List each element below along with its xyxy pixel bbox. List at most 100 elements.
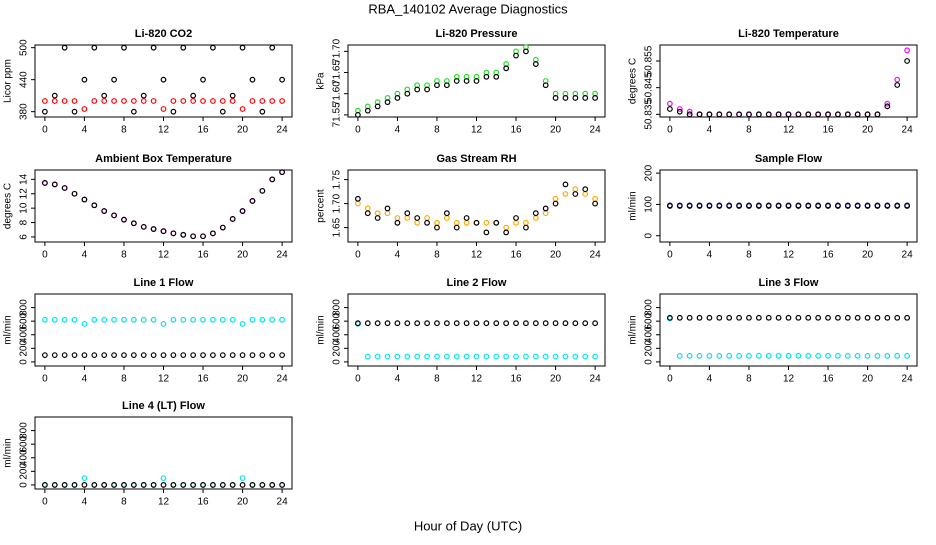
data-point — [523, 320, 529, 327]
data-point — [805, 203, 812, 209]
data-point — [424, 219, 430, 226]
data-point — [532, 215, 539, 221]
data-point — [463, 78, 470, 84]
data-point — [552, 200, 559, 207]
plot-frame — [659, 169, 918, 243]
data-point — [364, 205, 371, 212]
data-point — [755, 111, 762, 118]
data-point — [130, 108, 137, 115]
data-point — [200, 352, 206, 359]
data-point — [364, 107, 371, 114]
data-point — [716, 111, 723, 118]
data-point — [229, 482, 236, 488]
data-point — [200, 316, 206, 323]
data-point — [364, 210, 371, 217]
x-tick-label: 16 — [510, 250, 522, 261]
data-point — [71, 352, 78, 359]
data-point — [443, 215, 450, 221]
data-point — [562, 181, 569, 188]
data-point — [140, 92, 147, 99]
data-point — [894, 352, 901, 359]
x-tick-label: 24 — [902, 374, 914, 385]
data-point — [844, 111, 851, 118]
data-point — [229, 352, 236, 359]
x-tick-label: 8 — [121, 250, 127, 261]
data-point — [825, 352, 831, 359]
data-point — [414, 320, 421, 327]
data-point — [716, 314, 723, 321]
data-point — [582, 353, 589, 360]
data-point — [706, 111, 713, 118]
data-point — [239, 352, 246, 359]
data-point — [170, 98, 177, 104]
data-point — [904, 47, 911, 54]
data-point — [795, 352, 802, 359]
data-point — [582, 320, 589, 327]
x-tick-label: 4 — [82, 125, 88, 136]
y-tick-label: 400 — [19, 449, 30, 466]
data-point — [493, 320, 500, 327]
data-point — [473, 353, 480, 360]
data-point — [279, 76, 286, 83]
data-point — [249, 352, 256, 359]
y-tick-label: 0 — [644, 359, 655, 365]
data-point — [239, 106, 246, 112]
data-point — [785, 314, 792, 321]
data-point — [71, 98, 78, 104]
data-point — [170, 108, 177, 115]
data-point — [130, 316, 137, 323]
y-tick-label: 800 — [19, 422, 30, 439]
y-axis-label: ml/min — [628, 191, 639, 220]
data-point — [716, 352, 723, 359]
x-tick-label: 12 — [158, 250, 170, 261]
x-tick-label: 12 — [783, 125, 795, 136]
data-point — [41, 482, 48, 488]
data-point — [904, 58, 911, 64]
data-point — [394, 219, 401, 226]
x-tick-label: 0 — [42, 250, 48, 261]
plot-frame — [659, 293, 918, 367]
data-point — [884, 203, 891, 209]
data-point — [676, 352, 683, 359]
x-tick-label: 4 — [82, 374, 88, 385]
data-point — [81, 320, 88, 327]
data-point — [572, 186, 579, 193]
data-point — [795, 111, 802, 118]
data-point — [279, 98, 286, 104]
data-point — [41, 98, 48, 104]
data-point — [463, 353, 470, 360]
data-point — [219, 108, 226, 115]
x-tick-label: 8 — [434, 250, 440, 261]
x-axis-label: Hour of Day (UTC) — [414, 518, 522, 533]
data-point — [874, 111, 881, 118]
data-point — [503, 353, 510, 360]
data-point — [523, 353, 529, 360]
data-point — [904, 314, 911, 321]
plot-frame — [347, 44, 606, 118]
data-point — [394, 215, 401, 221]
x-tick-label: 20 — [550, 374, 562, 385]
data-point — [483, 229, 490, 236]
y-tick-label: 0 — [332, 359, 343, 365]
data-point — [414, 353, 421, 360]
panel-title: Line 1 Flow — [134, 277, 194, 289]
data-point — [765, 203, 772, 209]
data-point — [384, 320, 391, 327]
x-tick-label: 16 — [822, 250, 834, 261]
data-point — [513, 320, 519, 327]
data-point — [239, 320, 246, 327]
data-point — [121, 352, 127, 359]
data-point — [354, 111, 361, 118]
y-tick-label: 50.855 — [644, 45, 655, 76]
data-point — [41, 180, 48, 186]
data-point — [785, 203, 792, 209]
data-point — [101, 98, 108, 104]
data-point — [121, 316, 127, 323]
data-point — [696, 111, 703, 118]
data-point — [696, 314, 703, 321]
data-point — [676, 314, 683, 321]
x-tick-label: 12 — [471, 250, 483, 261]
data-point — [666, 203, 673, 209]
data-point — [572, 353, 579, 360]
data-point — [269, 482, 276, 488]
